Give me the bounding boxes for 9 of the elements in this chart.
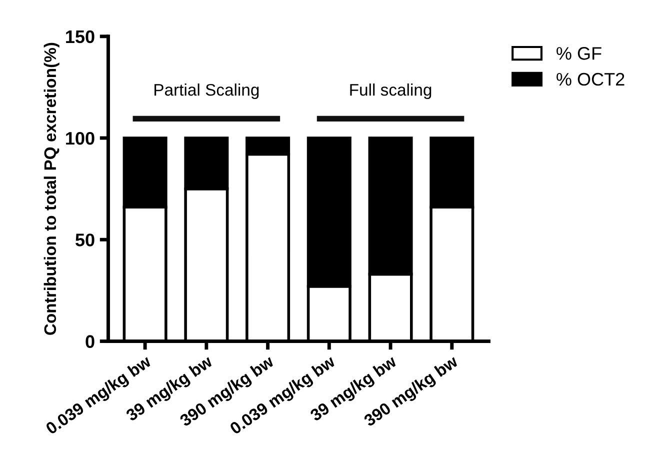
annotation: Full scaling bbox=[350, 84, 432, 100]
annotation: Partial Scaling bbox=[154, 84, 259, 100]
y-tick-label: 50 bbox=[76, 234, 94, 246]
y-axis-title: Contribution to total PQ excretion(%) bbox=[44, 42, 60, 335]
y-tick-label: 0 bbox=[86, 335, 94, 348]
legend-label: % OCT2 bbox=[556, 72, 624, 86]
legend-label: % GF bbox=[556, 47, 602, 60]
y-tick-label: 100 bbox=[66, 132, 94, 145]
y-tick-label: 150 bbox=[66, 30, 94, 44]
